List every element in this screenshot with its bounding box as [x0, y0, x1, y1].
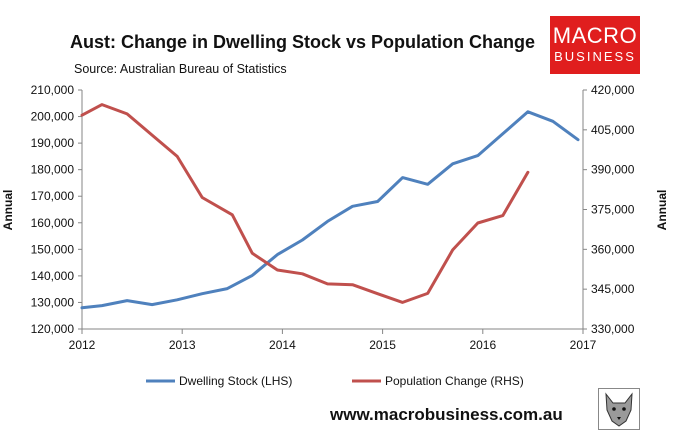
- logo-line-macro: MACRO: [552, 23, 638, 48]
- x-axis-tick-label: 2015: [369, 338, 396, 352]
- legend-label-dwelling-stock: Dwelling Stock (LHS): [179, 374, 292, 388]
- left-axis-tick-label: 160,000: [31, 216, 75, 230]
- left-axis-tick-label: 140,000: [31, 269, 75, 283]
- right-axis-tick-label: 345,000: [591, 282, 635, 296]
- series-line-dwelling-stock: [80, 110, 580, 310]
- left-axis-tick-label: 170,000: [31, 189, 75, 203]
- series-line-population-change: [80, 103, 530, 304]
- legend: Dwelling Stock (LHS) Population Change (…: [146, 374, 524, 388]
- x-axis-tick-label: 2016: [469, 338, 496, 352]
- right-axis-tick-label: 330,000: [591, 322, 635, 336]
- right-axis-title: Annual: [655, 190, 669, 231]
- left-axis-tick-label: 180,000: [31, 163, 75, 177]
- left-axis-tick-label: 190,000: [31, 136, 75, 150]
- left-axis-tick-label: 200,000: [31, 110, 75, 124]
- right-axis-tick-label: 390,000: [591, 163, 635, 177]
- macrobusiness-logo: MACRO BUSINESS: [550, 16, 640, 74]
- left-axis-tick-label: 130,000: [31, 295, 75, 309]
- x-axis-tick-label: 2014: [269, 338, 296, 352]
- chart-tick-labels: 120,000 130,000 140,000 150,000 160,000 170,0…: [31, 83, 635, 352]
- right-axis-tick-label: 420,000: [591, 83, 635, 97]
- left-axis-tick-label: 120,000: [31, 322, 75, 336]
- right-axis-tick-label: 375,000: [591, 203, 635, 217]
- right-axis-tick-label: 360,000: [591, 242, 635, 256]
- chart-axes: [78, 89, 587, 334]
- x-axis-tick-label: 2012: [69, 338, 96, 352]
- x-axis-tick-label: 2013: [169, 338, 196, 352]
- logo-line-business: BUSINESS: [554, 49, 636, 64]
- source-note: Source: Australian Bureau of Statistics: [74, 62, 287, 76]
- x-axis-tick-label: 2017: [570, 338, 597, 352]
- legend-label-population-change: Population Change (RHS): [385, 374, 524, 388]
- left-axis-tick-label: 210,000: [31, 83, 75, 97]
- wolf-mascot-icon: [598, 388, 640, 430]
- website-url: www.macrobusiness.com.au: [330, 405, 563, 424]
- right-axis-tick-label: 405,000: [591, 123, 635, 137]
- left-axis-tick-label: 150,000: [31, 242, 75, 256]
- chart-series: [80, 103, 580, 310]
- left-axis-title: Annual: [1, 190, 15, 231]
- chart-title: Aust: Change in Dwelling Stock vs Popula…: [70, 32, 536, 52]
